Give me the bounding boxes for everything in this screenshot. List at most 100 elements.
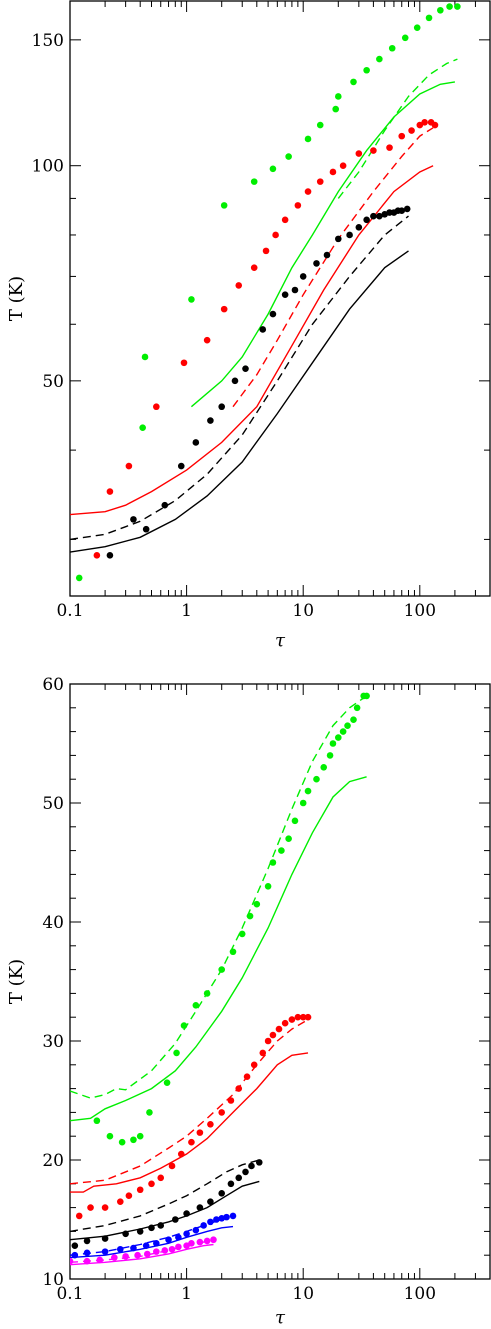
- data-point: [304, 135, 312, 143]
- data-point: [250, 178, 258, 185]
- data-point: [248, 1162, 255, 1170]
- data-point: [401, 34, 409, 42]
- y-tick-label: 100: [32, 157, 64, 177]
- top-panel: 0.1 1 10 100 50 100 150 τ T (K): [6, 0, 491, 651]
- series-dashed-line: [70, 1018, 309, 1185]
- series-dashed-line: [70, 215, 409, 541]
- data-point: [446, 3, 453, 10]
- data-point: [269, 1031, 277, 1039]
- data-point: [335, 93, 342, 100]
- data-point: [192, 1002, 200, 1009]
- data-point: [278, 847, 285, 854]
- data-point: [281, 216, 289, 224]
- data-point: [118, 1138, 126, 1146]
- data-point: [320, 764, 328, 771]
- data-point: [344, 722, 351, 729]
- data-point: [332, 105, 340, 113]
- data-point: [388, 44, 396, 52]
- data-point: [203, 336, 211, 344]
- data-point: [106, 488, 114, 495]
- data-point: [323, 251, 331, 259]
- series-dashed-line: [337, 58, 458, 199]
- data-point: [235, 282, 243, 289]
- data-point: [355, 224, 363, 231]
- data-point: [437, 6, 444, 14]
- data-point: [285, 153, 292, 160]
- data-point: [329, 740, 337, 747]
- data-point: [192, 1226, 200, 1234]
- data-point: [386, 144, 393, 151]
- data-point: [141, 353, 149, 361]
- data-point: [207, 1198, 214, 1205]
- data-point: [416, 121, 424, 129]
- data-point: [161, 501, 169, 509]
- data-point: [350, 716, 357, 723]
- y-axis-label: T (K): [6, 276, 27, 321]
- plot-area: [70, 692, 370, 1266]
- data-point: [148, 1180, 155, 1188]
- series-dashed-line: [70, 1216, 234, 1256]
- data-point: [299, 799, 307, 807]
- data-point: [408, 127, 415, 134]
- data-point: [250, 264, 258, 271]
- data-point: [269, 859, 277, 866]
- data-point: [125, 462, 133, 470]
- x-tick-label: 1: [181, 1284, 192, 1304]
- data-point: [227, 1180, 235, 1188]
- plot-area: [70, 3, 461, 582]
- data-point: [188, 296, 195, 303]
- data-point: [175, 1243, 182, 1251]
- data-point: [431, 121, 439, 129]
- x-tick-label: 0.1: [56, 601, 83, 621]
- y-tick-label: 40: [42, 913, 64, 933]
- data-point: [398, 132, 406, 140]
- data-point: [259, 326, 267, 333]
- data-point: [180, 359, 188, 367]
- data-point: [291, 286, 299, 294]
- data-point: [339, 728, 347, 735]
- data-point: [355, 150, 363, 157]
- data-point: [163, 1079, 171, 1086]
- data-point: [235, 1174, 243, 1182]
- data-point: [454, 3, 461, 10]
- data-point: [136, 1132, 144, 1140]
- y-tick-label: 60: [42, 675, 64, 695]
- data-point: [192, 439, 200, 446]
- data-point: [299, 1013, 307, 1021]
- data-point: [264, 883, 272, 890]
- data-point: [207, 417, 214, 424]
- data-point: [281, 291, 289, 298]
- y-tick-label: 30: [42, 1032, 64, 1052]
- data-point: [264, 1037, 272, 1045]
- data-point: [188, 1138, 195, 1146]
- data-point: [275, 1025, 283, 1033]
- data-point: [207, 1121, 214, 1128]
- data-point: [316, 178, 324, 185]
- bottom-panel: 0.1 1 10 100 10 20 30 40 50 60 τ T (K): [6, 675, 491, 1328]
- data-point: [116, 1198, 124, 1205]
- data-point: [350, 78, 357, 86]
- data-point: [339, 162, 347, 170]
- data-point: [218, 1109, 226, 1116]
- y-tick-label: 50: [42, 794, 64, 814]
- data-point: [346, 231, 353, 239]
- x-tick-label: 0.1: [56, 1284, 83, 1304]
- data-point: [106, 552, 114, 559]
- series-dashed-line: [70, 1159, 260, 1233]
- data-point: [139, 424, 146, 431]
- x-tick-label: 100: [404, 601, 436, 621]
- data-point: [143, 1250, 151, 1258]
- data-point: [313, 260, 320, 267]
- data-point: [413, 24, 421, 31]
- data-point: [253, 900, 261, 908]
- series-solid-line: [70, 1052, 309, 1193]
- data-point: [398, 207, 406, 215]
- data-point: [177, 462, 185, 470]
- data-point: [304, 188, 312, 195]
- data-point: [376, 55, 383, 63]
- series-solid-line: [70, 165, 434, 516]
- data-point: [242, 365, 249, 372]
- data-point: [106, 1132, 114, 1140]
- data-point: [70, 1257, 74, 1265]
